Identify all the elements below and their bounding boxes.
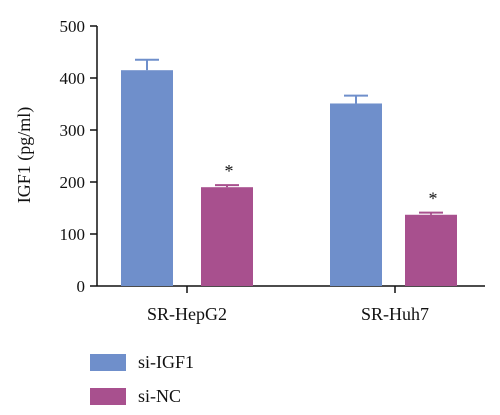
y-tick-label: 200 — [60, 173, 86, 192]
legend-label: si-IGF1 — [138, 351, 195, 372]
legend-swatch — [90, 387, 126, 405]
axes: 0 100 200 300 400 500 SR-HepG2 SR-Huh7 — [60, 17, 485, 324]
bar-si-igf1-sr-hepg2 — [121, 70, 173, 286]
significance-marker: * — [225, 161, 234, 181]
bar-si-igf1-sr-huh7 — [330, 103, 382, 286]
y-tick-label: 500 — [60, 17, 86, 36]
significance-marker: * — [429, 189, 438, 209]
x-tick-label: SR-Huh7 — [361, 304, 429, 324]
x-tick-label: SR-HepG2 — [147, 304, 227, 324]
y-axis-title: IGF1 (pg/ml) — [14, 107, 35, 204]
bar-si-nc-sr-huh7 — [405, 214, 457, 286]
y-tick-label: 400 — [60, 69, 86, 88]
bar-si-nc-sr-hepg2 — [201, 187, 253, 286]
legend-item-si-nc: si-NC — [90, 379, 194, 413]
legend-item-si-igf1: si-IGF1 — [90, 345, 194, 379]
legend-swatch — [90, 353, 126, 371]
legend-label: si-NC — [138, 385, 182, 406]
y-tick-label: 0 — [77, 277, 86, 296]
y-tick-label: 100 — [60, 225, 86, 244]
y-tick-label: 300 — [60, 121, 86, 140]
bars-group: ** — [121, 58, 457, 286]
legend: si-IGF1 si-NC — [90, 345, 194, 413]
